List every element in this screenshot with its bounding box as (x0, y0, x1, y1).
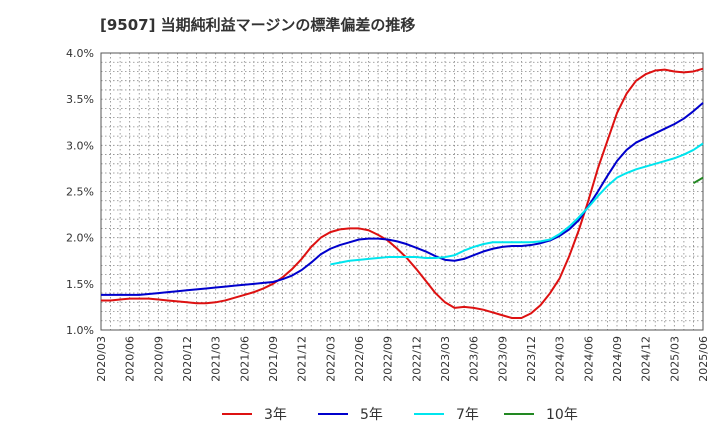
series-line-2 (101, 102, 704, 296)
legend-label-1: 3年 (264, 407, 287, 423)
x-tick-label: 2021/12 (296, 336, 309, 382)
x-tick-label: 2024/03 (554, 336, 567, 382)
y-tick-label: 3.5% (66, 93, 94, 106)
legend-label-3: 7年 (456, 407, 479, 423)
series-line-1 (101, 67, 704, 319)
x-tick-label: 2021/03 (210, 336, 223, 382)
legend-label-4: 10年 (546, 407, 578, 423)
x-tick-label: 2023/03 (439, 336, 452, 382)
y-tick-label: 1.5% (66, 278, 94, 291)
x-tick-label: 2023/06 (468, 336, 481, 382)
y-tick-label: 4.0% (66, 47, 94, 60)
x-tick-label: 2020/06 (124, 336, 137, 382)
y-tick-label: 2.0% (66, 232, 94, 245)
y-tick-label: 2.5% (66, 186, 94, 199)
x-tick-label: 2023/09 (496, 336, 509, 382)
x-tick-label: 2025/06 (697, 336, 710, 382)
x-tick-label: 2024/06 (582, 336, 595, 382)
x-tick-label: 2021/09 (267, 336, 280, 382)
x-tick-label: 2020/12 (181, 336, 194, 382)
x-tick-label: 2022/12 (410, 336, 423, 382)
x-tick-label: 2024/12 (640, 336, 653, 382)
plot-area (100, 52, 704, 331)
x-tick-label: 2023/12 (525, 336, 538, 382)
x-tick-label: 2021/06 (238, 336, 251, 382)
x-tick-label: 2020/09 (152, 336, 165, 382)
y-tick-label: 3.0% (66, 139, 94, 152)
x-tick-label: 2022/09 (382, 336, 395, 382)
x-tick-label: 2022/03 (324, 336, 337, 382)
chart-title: [9507] 当期純利益マージンの標準偏差の推移 (100, 16, 416, 34)
legend-label-2: 5年 (360, 407, 383, 423)
x-tick-label: 2025/03 (668, 336, 681, 382)
x-tick-label: 2020/03 (95, 336, 108, 382)
series-line-3 (330, 142, 704, 266)
series-line-4 (692, 176, 704, 185)
x-tick-label: 2024/09 (611, 336, 624, 382)
x-tick-label: 2022/06 (353, 336, 366, 382)
y-tick-label: 1.0% (66, 324, 94, 337)
